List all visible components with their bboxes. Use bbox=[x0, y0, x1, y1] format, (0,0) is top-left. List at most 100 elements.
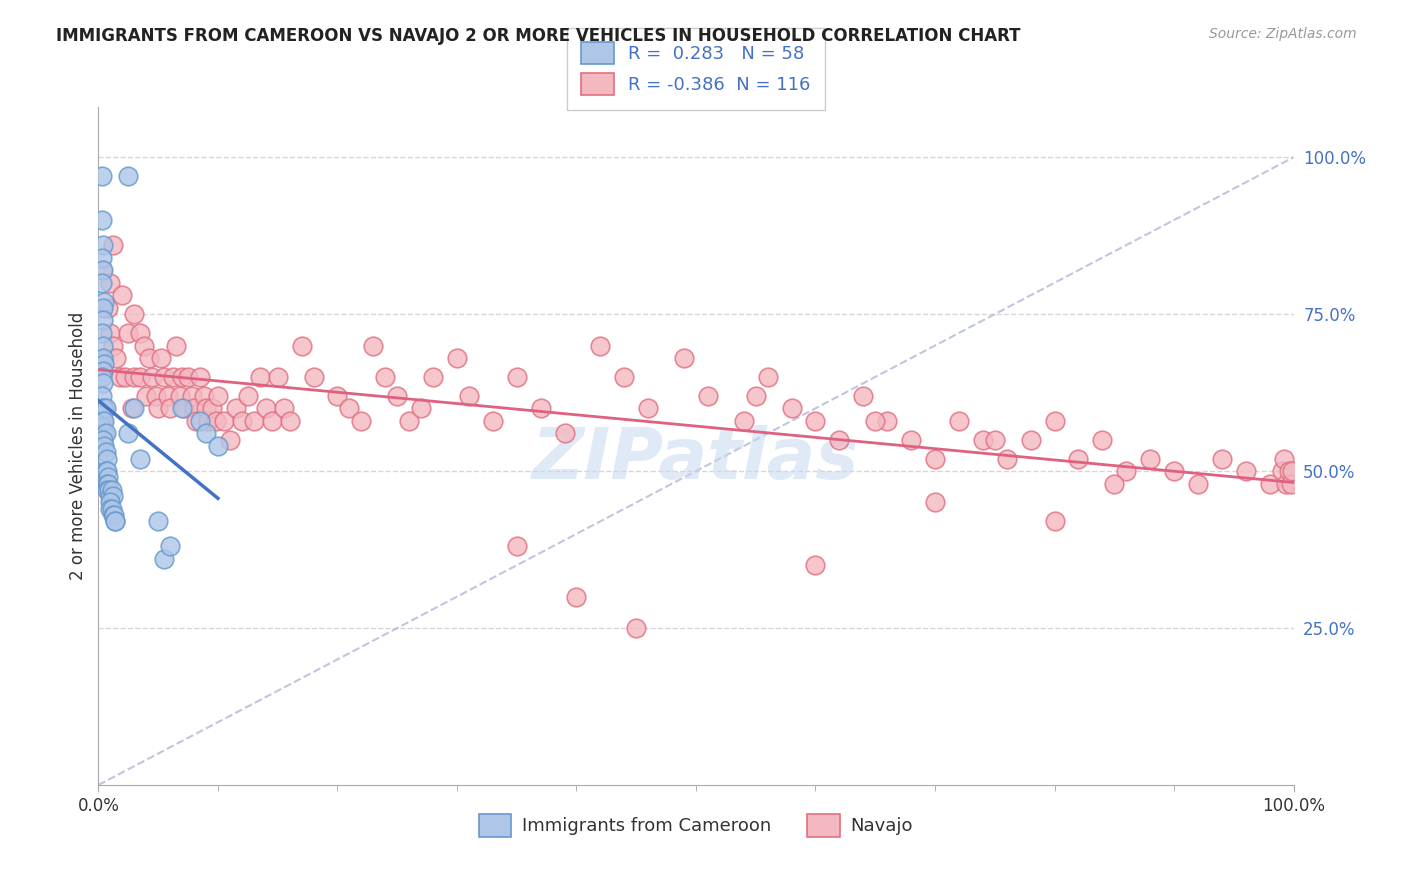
Point bbox=[1258, 476, 1281, 491]
Point bbox=[673, 351, 696, 365]
Point bbox=[91, 351, 114, 365]
Point bbox=[148, 401, 170, 416]
Point bbox=[101, 489, 124, 503]
Point bbox=[91, 364, 114, 378]
Point bbox=[101, 508, 124, 522]
Point bbox=[995, 451, 1018, 466]
Point bbox=[145, 389, 167, 403]
Point bbox=[91, 414, 114, 428]
Point bbox=[93, 351, 115, 365]
Point bbox=[93, 358, 115, 372]
Point bbox=[260, 414, 283, 428]
Point bbox=[780, 401, 803, 416]
Point bbox=[117, 326, 139, 340]
Point bbox=[350, 414, 373, 428]
Point bbox=[96, 476, 118, 491]
Point bbox=[91, 301, 114, 315]
Point bbox=[481, 414, 505, 428]
Point bbox=[1187, 476, 1209, 491]
Point bbox=[193, 389, 215, 403]
Point bbox=[267, 370, 290, 384]
Point bbox=[924, 451, 946, 466]
Point bbox=[91, 401, 114, 416]
Point bbox=[1272, 451, 1295, 466]
Point bbox=[188, 414, 211, 428]
Point bbox=[756, 370, 779, 384]
Point bbox=[96, 464, 118, 478]
Y-axis label: 2 or more Vehicles in Household: 2 or more Vehicles in Household bbox=[69, 312, 87, 580]
Point bbox=[91, 389, 114, 403]
Point bbox=[96, 483, 118, 497]
Point bbox=[637, 401, 659, 416]
Point bbox=[93, 426, 115, 441]
Point bbox=[91, 238, 114, 252]
Point bbox=[186, 414, 208, 428]
Point bbox=[159, 540, 181, 554]
Legend: Immigrants from Cameroon, Navajo: Immigrants from Cameroon, Navajo bbox=[471, 807, 921, 844]
Point bbox=[153, 552, 176, 566]
Point bbox=[207, 439, 229, 453]
Point bbox=[291, 338, 314, 352]
Point bbox=[1279, 476, 1302, 491]
Point bbox=[398, 414, 420, 428]
Point bbox=[733, 414, 755, 428]
Point bbox=[219, 433, 242, 447]
Point bbox=[697, 389, 720, 403]
Point bbox=[91, 370, 114, 384]
Point bbox=[339, 401, 361, 416]
Point bbox=[93, 439, 115, 453]
Point bbox=[96, 451, 118, 466]
Point bbox=[91, 169, 114, 183]
Point bbox=[94, 401, 117, 416]
Point bbox=[1163, 464, 1185, 478]
Point bbox=[91, 420, 114, 434]
Point bbox=[188, 370, 211, 384]
Point bbox=[91, 263, 114, 277]
Point bbox=[105, 351, 128, 365]
Point bbox=[506, 370, 529, 384]
Point bbox=[129, 451, 152, 466]
Point bbox=[129, 370, 152, 384]
Point bbox=[1211, 451, 1233, 466]
Point bbox=[97, 476, 120, 491]
Point bbox=[114, 370, 136, 384]
Point bbox=[149, 351, 172, 365]
Point bbox=[972, 433, 994, 447]
Point bbox=[506, 540, 529, 554]
Point bbox=[195, 401, 218, 416]
Point bbox=[91, 213, 114, 227]
Point bbox=[100, 483, 122, 497]
Point bbox=[565, 590, 588, 604]
Point bbox=[1043, 414, 1066, 428]
Point bbox=[201, 401, 224, 416]
Point bbox=[1043, 514, 1066, 528]
Point bbox=[613, 370, 636, 384]
Point bbox=[117, 426, 139, 441]
Point bbox=[94, 426, 117, 441]
Point bbox=[148, 514, 170, 528]
Point bbox=[165, 338, 187, 352]
Point bbox=[1104, 476, 1126, 491]
Point bbox=[97, 301, 120, 315]
Text: Source: ZipAtlas.com: Source: ZipAtlas.com bbox=[1209, 27, 1357, 41]
Point bbox=[91, 251, 114, 265]
Point bbox=[363, 338, 385, 352]
Point bbox=[98, 489, 122, 503]
Point bbox=[98, 495, 122, 509]
Point bbox=[236, 389, 259, 403]
Point bbox=[254, 401, 277, 416]
Point bbox=[207, 389, 229, 403]
Point bbox=[104, 514, 127, 528]
Point bbox=[243, 414, 266, 428]
Point bbox=[129, 326, 152, 340]
Text: ZIPatlas: ZIPatlas bbox=[533, 425, 859, 494]
Point bbox=[156, 389, 179, 403]
Point bbox=[204, 414, 226, 428]
Point bbox=[98, 276, 122, 290]
Point bbox=[865, 414, 887, 428]
Point bbox=[91, 276, 114, 290]
Point bbox=[91, 433, 114, 447]
Point bbox=[212, 414, 235, 428]
Point bbox=[589, 338, 612, 352]
Point bbox=[100, 501, 122, 516]
